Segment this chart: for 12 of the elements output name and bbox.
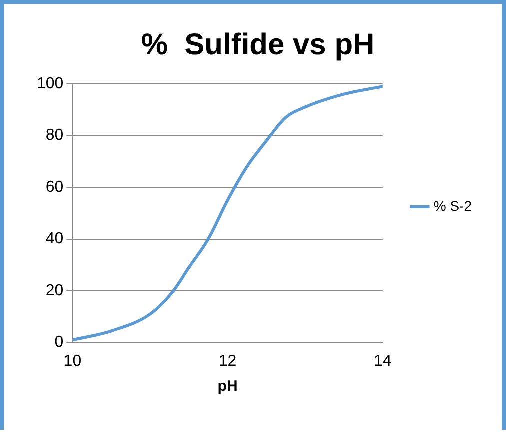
y-tick-label: 0 [54, 334, 64, 352]
x-tick-label: 14 [374, 352, 392, 370]
y-tick-label: 80 [46, 127, 64, 144]
chart-title: % Sulfide vs pH [141, 28, 375, 62]
x-axis-title: pH [218, 378, 238, 396]
y-tick-label: 100 [36, 75, 64, 92]
legend-label: % S-2 [434, 198, 472, 214]
y-tick-label: 40 [46, 230, 64, 248]
y-tick-label: 60 [46, 178, 64, 196]
x-tick-label: 12 [218, 352, 237, 370]
x-tick-label: 10 [64, 352, 82, 370]
y-tick-label: 20 [46, 282, 64, 300]
